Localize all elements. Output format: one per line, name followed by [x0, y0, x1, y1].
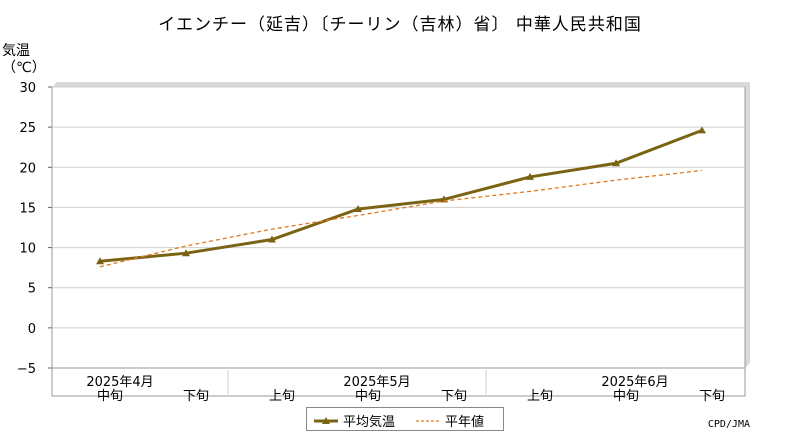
- x-tick-label: 上旬: [527, 389, 553, 404]
- x-tick-label: 中旬: [355, 389, 381, 404]
- data-point-mean-temp: [526, 172, 534, 180]
- y-tick-label: 0: [28, 322, 36, 337]
- y-axis-label-name: 気温: [2, 43, 30, 59]
- data-point-mean-temp: [268, 235, 276, 243]
- legend: 平均気温 平年値: [306, 407, 504, 431]
- x-tick-label: 上旬: [269, 389, 295, 404]
- y-tick-label: 30: [19, 81, 36, 96]
- x-month-label: 2025年4月: [86, 375, 153, 390]
- data-point-mean-temp: [698, 126, 706, 134]
- credit-text: CPD/JMA: [707, 419, 750, 430]
- x-month-label: 2025年6月: [601, 375, 668, 390]
- data-point-mean-temp: [182, 249, 190, 257]
- x-tick-label: 下旬: [699, 389, 725, 404]
- x-axis-band: [51, 367, 746, 397]
- y-axis-label-unit: （℃）: [2, 60, 46, 76]
- y-tick-label: 20: [19, 161, 36, 176]
- y-tick-label: 10: [19, 242, 36, 257]
- x-tick-label: 中旬: [97, 389, 123, 404]
- x-tick-label: 下旬: [183, 389, 209, 404]
- series-line-mean-temp: [99, 128, 703, 263]
- legend-item-mean-temp: 平均気温: [313, 411, 395, 430]
- legend-label-mean-temp: 平均気温: [343, 415, 396, 430]
- x-tick-label: 中旬: [613, 389, 639, 404]
- y-tick-label: 5: [28, 282, 36, 297]
- data-point-mean-temp: [96, 257, 104, 265]
- legend-item-normal: 平年値: [415, 411, 484, 430]
- y-tick-label: 15: [19, 201, 36, 216]
- y-axis-label: 気温 （℃）: [2, 43, 46, 77]
- x-tick-label: 下旬: [441, 389, 467, 404]
- chart-title: イエンチー（延吉）〔チーリン（吉林）省〕 中華人民共和国: [158, 15, 642, 35]
- legend-swatch-mean-temp: [314, 416, 338, 424]
- data-point-mean-temp: [354, 205, 362, 213]
- y-tick-label: −5: [17, 362, 36, 377]
- x-month-label: 2025年5月: [343, 375, 410, 390]
- y-tick-label: 25: [19, 121, 36, 136]
- data-point-mean-temp: [612, 159, 620, 167]
- plot-area: [51, 86, 746, 369]
- legend-swatch-normal: [416, 419, 440, 422]
- legend-label-normal: 平年値: [445, 415, 485, 430]
